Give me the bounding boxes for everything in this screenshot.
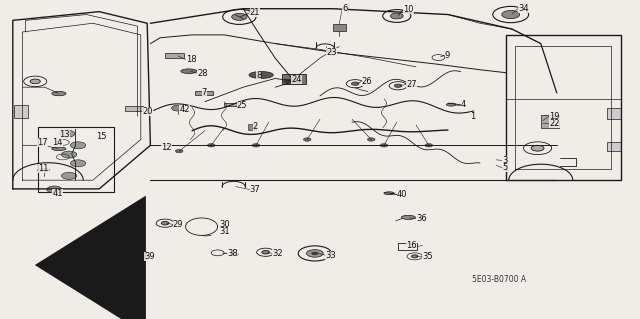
Text: 14: 14: [52, 138, 63, 147]
Bar: [607, 142, 621, 151]
Text: 20: 20: [142, 107, 152, 115]
Text: 36: 36: [416, 214, 427, 223]
Text: 6: 6: [342, 4, 348, 13]
Circle shape: [303, 138, 311, 141]
Text: 22: 22: [549, 119, 559, 128]
Bar: [607, 108, 621, 119]
Bar: [333, 24, 346, 31]
Text: 8: 8: [256, 71, 261, 80]
Text: 38: 38: [227, 249, 238, 258]
Circle shape: [61, 151, 77, 158]
Bar: [125, 106, 143, 111]
Bar: [14, 106, 28, 118]
Bar: [195, 91, 213, 95]
Text: 24: 24: [291, 75, 301, 84]
Text: 5E03-B0700 A: 5E03-B0700 A: [472, 275, 526, 284]
Circle shape: [60, 130, 75, 137]
Circle shape: [425, 144, 433, 147]
Bar: [165, 54, 184, 58]
Text: 26: 26: [362, 77, 372, 86]
Bar: [398, 243, 417, 250]
Ellipse shape: [38, 168, 49, 172]
Circle shape: [502, 11, 520, 19]
Text: 4: 4: [461, 100, 466, 109]
Text: 41: 41: [52, 189, 63, 198]
Circle shape: [412, 255, 418, 258]
Circle shape: [312, 252, 318, 255]
Text: 29: 29: [173, 220, 183, 229]
Text: 11: 11: [38, 164, 49, 173]
Circle shape: [161, 221, 169, 225]
Circle shape: [232, 13, 247, 20]
Text: 12: 12: [161, 143, 172, 152]
Circle shape: [262, 250, 269, 254]
Text: 28: 28: [197, 69, 208, 78]
Text: 19: 19: [549, 112, 559, 121]
Ellipse shape: [180, 69, 197, 73]
Text: 10: 10: [403, 5, 413, 14]
Ellipse shape: [52, 147, 66, 151]
Text: 23: 23: [326, 48, 337, 57]
Text: 3: 3: [502, 156, 508, 165]
Text: 34: 34: [518, 4, 529, 13]
Text: 25: 25: [237, 101, 247, 110]
Circle shape: [351, 82, 359, 85]
Text: 7: 7: [202, 88, 207, 98]
Circle shape: [367, 138, 375, 141]
Circle shape: [118, 250, 138, 260]
Text: 33: 33: [325, 251, 336, 260]
Circle shape: [175, 149, 183, 153]
Text: 27: 27: [406, 80, 417, 89]
Bar: [248, 124, 256, 130]
Text: 35: 35: [422, 252, 433, 261]
Bar: [224, 103, 238, 106]
Circle shape: [380, 144, 388, 147]
Bar: [293, 79, 301, 83]
Text: 18: 18: [186, 55, 196, 64]
Circle shape: [30, 79, 40, 84]
Text: FR.: FR.: [80, 260, 99, 270]
Bar: [282, 74, 306, 84]
Bar: [284, 79, 291, 83]
Circle shape: [47, 186, 62, 193]
Text: 16: 16: [406, 241, 417, 250]
Text: 37: 37: [250, 185, 260, 194]
Circle shape: [390, 13, 403, 19]
Circle shape: [172, 105, 184, 111]
Text: 39: 39: [144, 252, 155, 261]
Ellipse shape: [401, 215, 415, 219]
Circle shape: [61, 172, 77, 179]
Text: 21: 21: [250, 8, 260, 17]
Text: 40: 40: [397, 190, 407, 199]
Text: 31: 31: [219, 226, 230, 235]
Text: 9: 9: [445, 51, 450, 60]
Circle shape: [394, 84, 402, 87]
Ellipse shape: [384, 192, 394, 195]
Bar: [541, 115, 559, 128]
Circle shape: [307, 250, 323, 257]
Text: 15: 15: [96, 132, 106, 141]
Text: 1: 1: [470, 112, 476, 121]
Text: 32: 32: [272, 249, 283, 258]
Ellipse shape: [230, 253, 238, 256]
Circle shape: [70, 160, 86, 167]
Ellipse shape: [52, 92, 66, 96]
Circle shape: [531, 145, 544, 151]
Ellipse shape: [447, 103, 456, 106]
Circle shape: [70, 142, 86, 149]
Text: 2: 2: [253, 122, 258, 131]
Text: 5: 5: [502, 163, 508, 173]
Text: 13: 13: [59, 130, 70, 139]
Text: 30: 30: [219, 220, 230, 229]
Ellipse shape: [249, 71, 273, 78]
Text: 17: 17: [37, 138, 48, 147]
Text: 42: 42: [179, 105, 189, 114]
Circle shape: [252, 144, 260, 147]
Circle shape: [124, 253, 132, 257]
Circle shape: [207, 144, 215, 147]
Bar: [38, 127, 114, 192]
